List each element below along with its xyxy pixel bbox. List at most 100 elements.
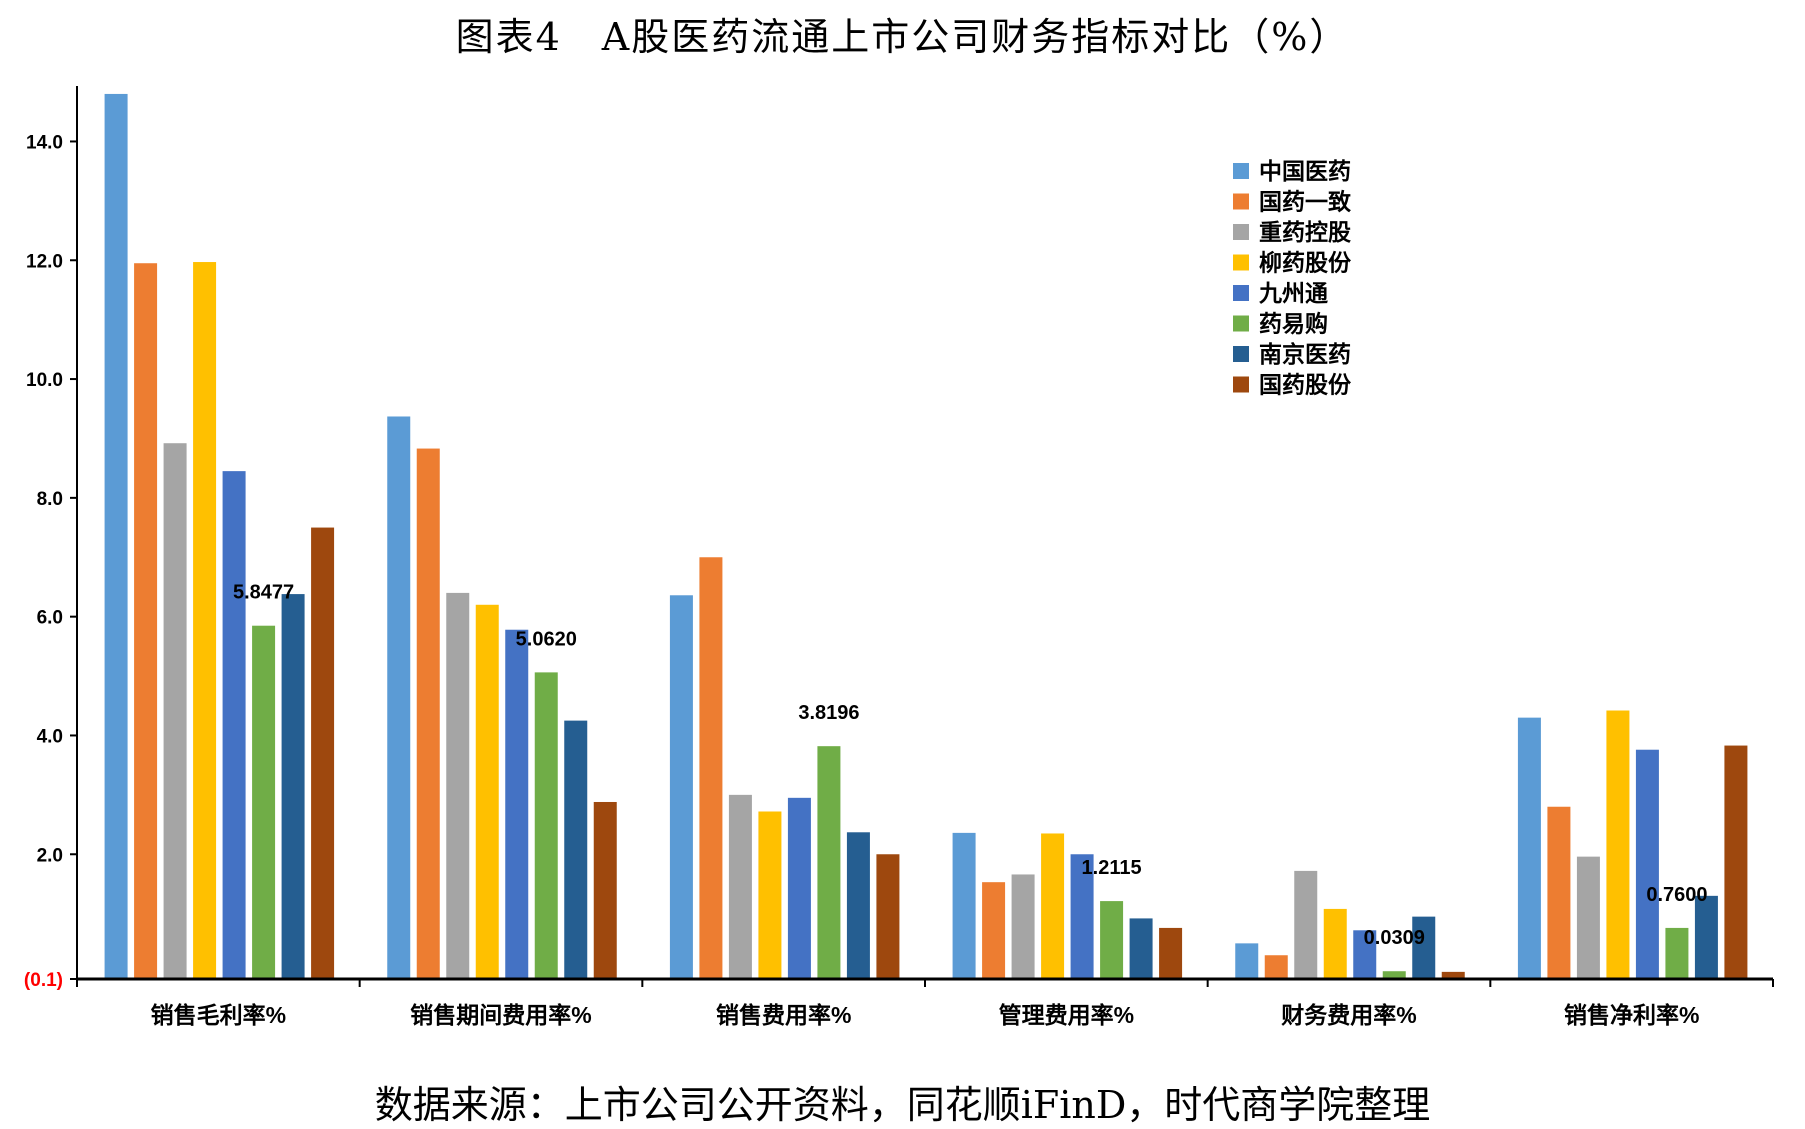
- bar: [1353, 930, 1377, 979]
- source-note: 数据来源：上市公司公开资料，同花顺iFinD，时代商学院整理: [374, 1083, 1431, 1127]
- data-label: 3.8196: [798, 702, 859, 724]
- bar: [1441, 971, 1465, 979]
- bar: [416, 448, 440, 980]
- legend-swatch: [1233, 193, 1249, 210]
- bar: [1011, 874, 1035, 979]
- data-label: 0.0309: [1364, 927, 1425, 949]
- legend-swatch: [1233, 315, 1249, 332]
- legend-label: 药易购: [1259, 311, 1328, 337]
- data-labels: 5.8477 5.0620 3.8196 1.2115 0.0309 0.7600: [233, 582, 1708, 950]
- bar: [1694, 895, 1718, 979]
- bar: [1100, 901, 1124, 979]
- bar: [104, 93, 128, 979]
- bar: [1606, 710, 1630, 979]
- x-axis: 销售毛利率% 销售期间费用率% 销售费用率% 管理费用率% 财务费用率% 销售净利率%: [76, 977, 1774, 1028]
- bar: [1724, 745, 1748, 979]
- bar: [669, 595, 693, 979]
- bar: [1665, 927, 1689, 979]
- bar: [728, 794, 752, 979]
- bar: [1235, 943, 1259, 979]
- bar: [787, 797, 811, 979]
- bar: [222, 471, 246, 979]
- bar: [1382, 971, 1406, 979]
- bar: [387, 416, 411, 979]
- data-label: 1.2115: [1082, 857, 1142, 879]
- bar: [281, 594, 305, 979]
- legend-label: 九州通: [1258, 280, 1328, 306]
- bar: [1412, 916, 1436, 979]
- x-tick-label: 财务费用率%: [1281, 1002, 1416, 1028]
- bar: [564, 720, 588, 979]
- bar: [952, 832, 976, 979]
- legend-item: 南京医药: [1233, 341, 1351, 367]
- chart-title: 图表4 A股医药流通上市公司财务指标对比（%）: [455, 15, 1350, 59]
- bar: [699, 557, 723, 979]
- legend-swatch: [1233, 163, 1249, 179]
- bar: [982, 882, 1006, 979]
- legend-swatch: [1233, 346, 1249, 362]
- data-label: 5.0620: [516, 628, 577, 650]
- legend-item: 国药一致: [1233, 189, 1352, 215]
- legend-item: 九州通: [1233, 280, 1328, 306]
- y-axis: (0.1) 2.0 4.0 6.0 8.0 10.0 12.0 14.0: [24, 86, 78, 991]
- data-label: 5.8477: [233, 582, 294, 604]
- bar: [1159, 927, 1183, 979]
- bar-series: [104, 93, 1748, 980]
- legend-swatch: [1233, 254, 1249, 271]
- bar: [1323, 908, 1347, 979]
- bar: [1264, 955, 1288, 979]
- legend-label: 南京医药: [1259, 341, 1351, 367]
- bar: [758, 811, 782, 979]
- bar: [534, 672, 558, 979]
- bar: [134, 263, 158, 980]
- legend-label: 重药控股: [1259, 219, 1351, 245]
- bar: [817, 746, 841, 979]
- legend-item: 中国医药: [1233, 158, 1351, 184]
- y-tick-label: 10.0: [26, 370, 63, 391]
- legend-label: 柳药股份: [1259, 250, 1352, 276]
- bar: [1635, 749, 1659, 979]
- bar: [1041, 833, 1065, 979]
- legend-item: 柳药股份: [1233, 250, 1352, 276]
- bar: [475, 604, 499, 979]
- x-tick-label: 销售净利率%: [1564, 1002, 1699, 1028]
- legend-item: 重药控股: [1233, 219, 1351, 245]
- y-tick-label: (0.1): [24, 970, 63, 991]
- legend-label: 中国医药: [1259, 158, 1351, 184]
- x-tick-label: 销售期间费用率%: [410, 1002, 591, 1028]
- x-tick-label: 销售毛利率%: [151, 1002, 286, 1028]
- bar: [876, 854, 900, 979]
- bar: [505, 629, 529, 979]
- y-tick-label: 4.0: [37, 726, 63, 747]
- y-tick-label: 14.0: [26, 132, 63, 153]
- x-tick-label: 管理费用率%: [999, 1002, 1134, 1028]
- bar: [1576, 856, 1600, 979]
- x-tick-label: 销售费用率%: [716, 1002, 851, 1028]
- bar: [593, 801, 617, 979]
- bar: [846, 832, 870, 979]
- bar: [1294, 870, 1318, 979]
- bar: [1129, 918, 1153, 979]
- y-tick-label: 12.0: [26, 251, 63, 272]
- bar: [252, 625, 276, 979]
- bar: [1070, 854, 1094, 979]
- legend-label: 国药股份: [1259, 372, 1352, 398]
- y-tick-label: 8.0: [37, 489, 63, 510]
- legend-item: 药易购: [1233, 311, 1328, 337]
- y-tick-label: 6.0: [37, 608, 63, 629]
- bar: [163, 443, 187, 979]
- bar: [193, 262, 217, 979]
- bar: [311, 527, 335, 979]
- y-tick-label: 2.0: [37, 845, 63, 866]
- legend-swatch: [1233, 376, 1249, 393]
- legend-swatch: [1233, 285, 1249, 301]
- legend-label: 国药一致: [1259, 189, 1352, 215]
- legend-swatch: [1233, 224, 1249, 240]
- data-label: 0.7600: [1646, 884, 1707, 906]
- legend-item: 国药股份: [1233, 372, 1352, 398]
- bar: [1517, 717, 1541, 979]
- bar: [446, 592, 470, 979]
- bar: [1547, 806, 1571, 979]
